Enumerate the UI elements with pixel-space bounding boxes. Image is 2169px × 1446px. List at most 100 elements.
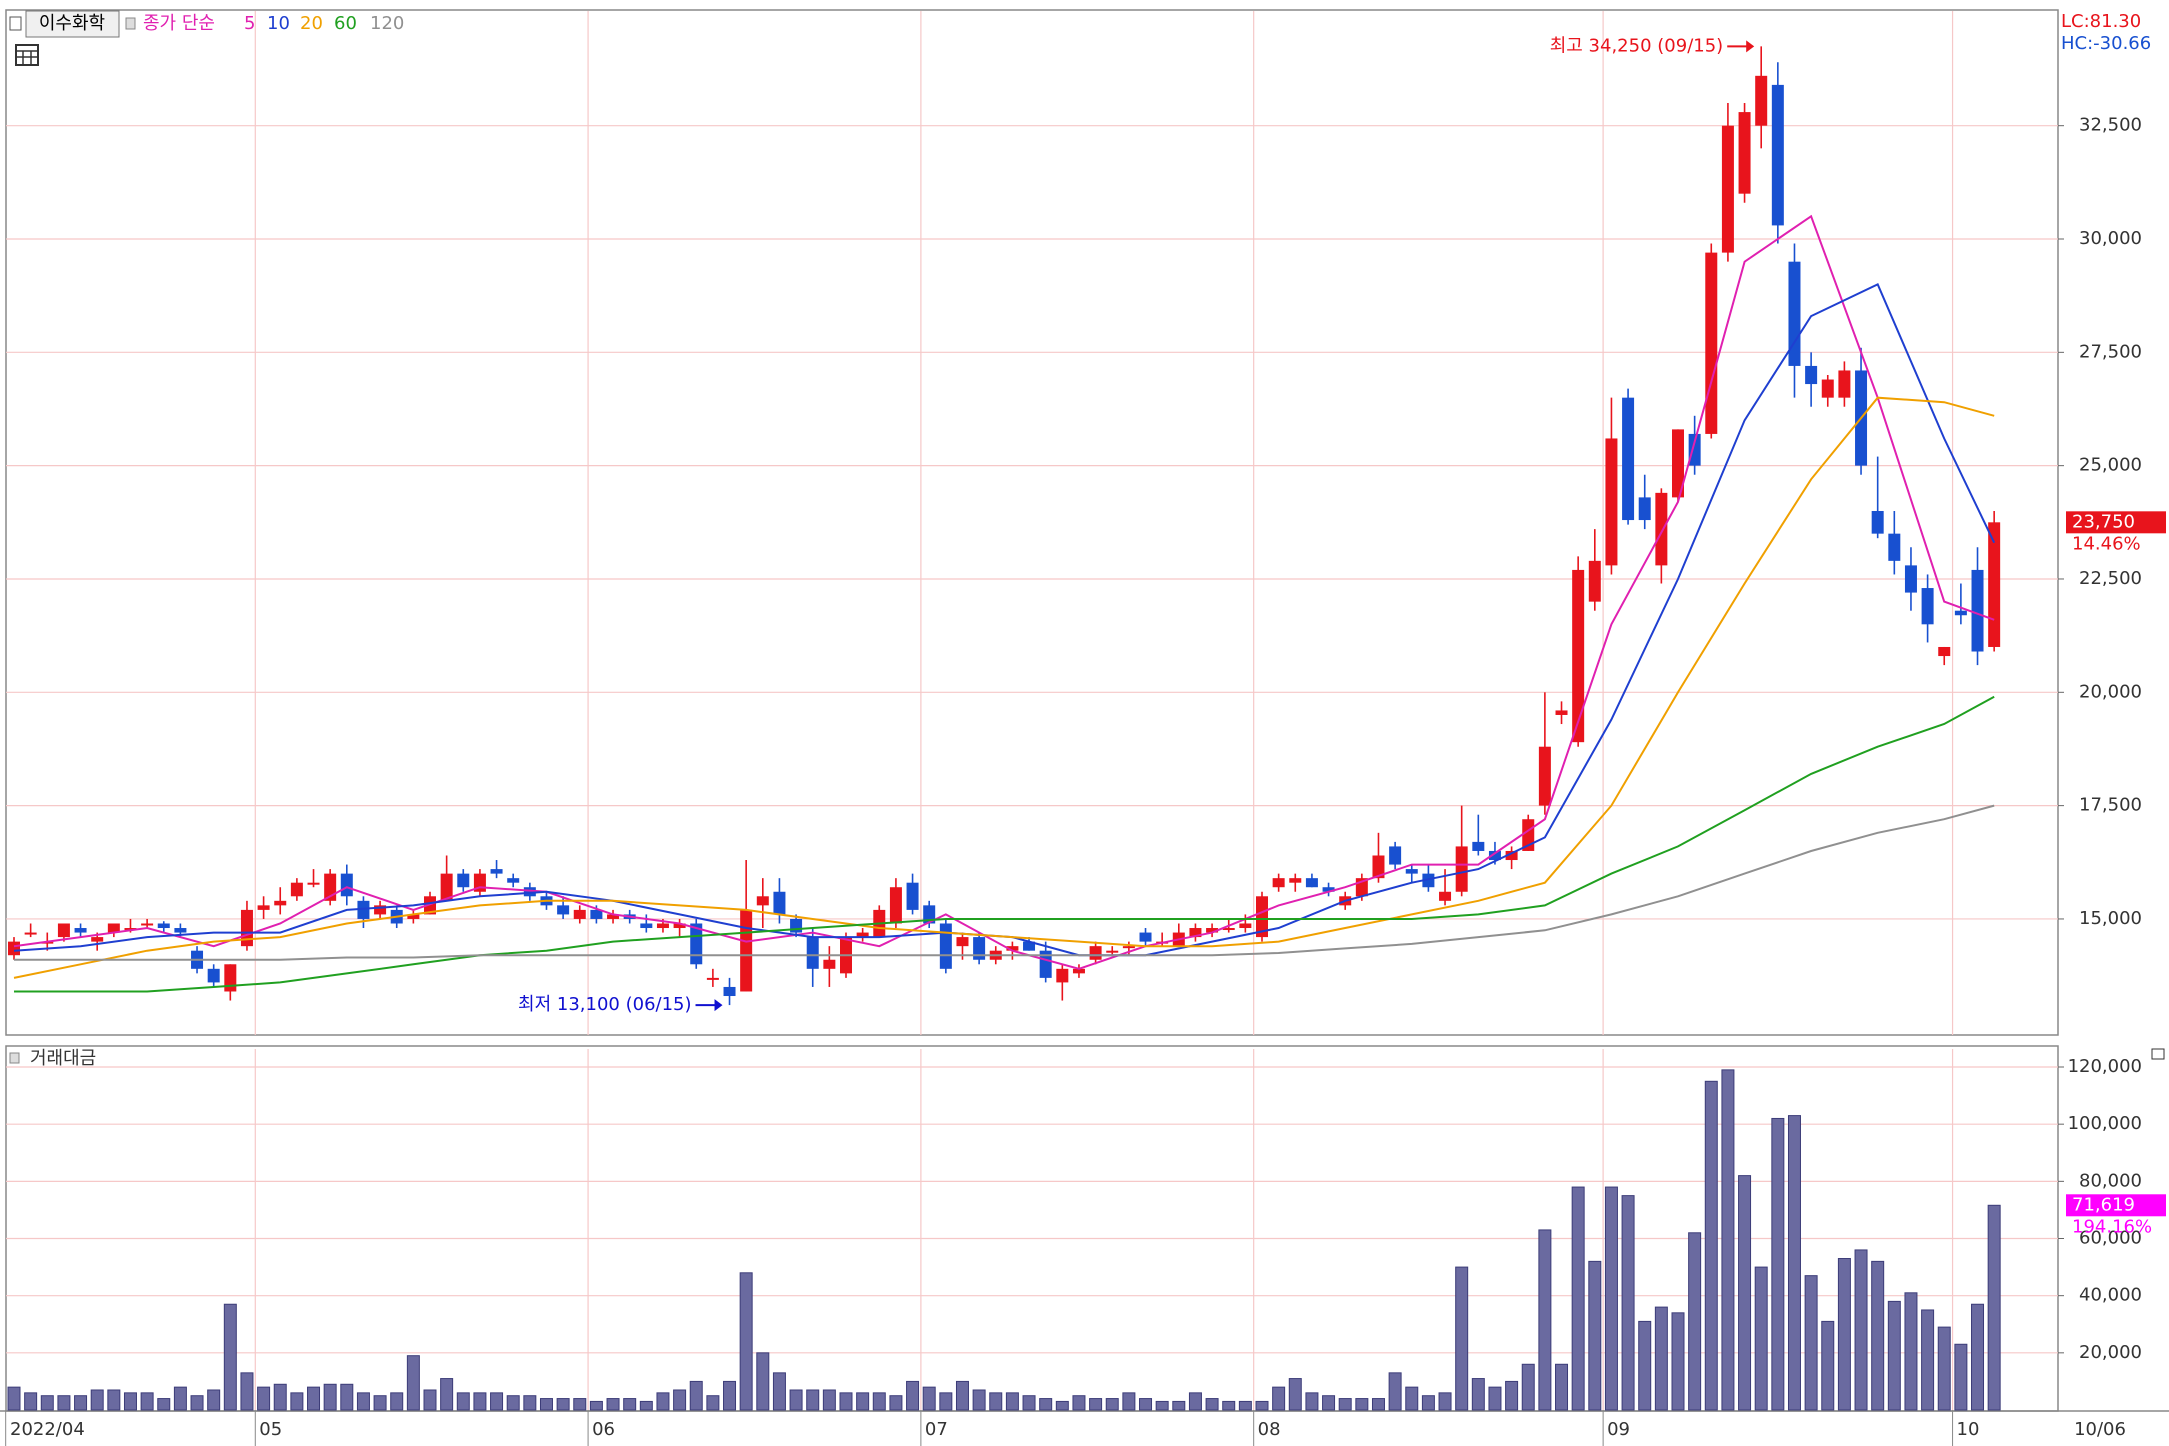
candle-body (1555, 710, 1568, 715)
ma-line (13, 396, 1995, 979)
volume-bar (323, 1383, 337, 1411)
y-tick-label: 32,500 (2079, 115, 2142, 136)
candle-body (457, 873, 470, 888)
legend-item: 5 (244, 13, 255, 34)
volume-bar (1455, 1266, 1469, 1411)
candle-body (1538, 746, 1551, 806)
y-tick-label: 17,500 (2079, 795, 2142, 816)
candle-body (490, 869, 503, 874)
y-tick-label: 60,000 (2079, 1228, 2142, 1249)
candle-body (24, 932, 37, 935)
candle-body (1239, 923, 1252, 929)
candle-body (257, 905, 270, 910)
volume-bar (290, 1392, 304, 1411)
volume-bar (1721, 1069, 1735, 1411)
volume-bar (1871, 1260, 1885, 1411)
candle-body (307, 882, 320, 885)
candle-body (939, 923, 952, 969)
candle-body (1755, 75, 1768, 126)
volume-bar (1704, 1080, 1718, 1411)
candle-body (440, 873, 453, 901)
calendar-frame[interactable] (15, 44, 39, 66)
volume-bar (1837, 1258, 1851, 1411)
candle-body (690, 923, 703, 965)
volume-bar (406, 1355, 420, 1411)
volume-bar (1471, 1378, 1485, 1411)
volume-bar (1921, 1309, 1935, 1411)
panel-close[interactable] (2151, 1048, 2165, 1060)
volume-bar (1355, 1398, 1369, 1411)
x-tick-label: 07 (925, 1419, 948, 1440)
volume-bar (1005, 1392, 1019, 1411)
y-tick-label: 120,000 (2068, 1056, 2142, 1077)
candle-body (1455, 846, 1468, 892)
annotation: 최고 34,250 (09/15) (1550, 35, 1723, 56)
volume-bar (739, 1272, 753, 1411)
volume-bar (589, 1400, 603, 1411)
y-tick-label: 27,500 (2079, 341, 2142, 362)
volume-bar (373, 1395, 387, 1411)
volume-bar (1887, 1300, 1901, 1411)
candle-body (1089, 946, 1102, 960)
volume-bar (972, 1389, 986, 1411)
volume-bar (789, 1389, 803, 1411)
candle-body (1389, 846, 1402, 865)
candle-body (557, 905, 570, 915)
candle-body (1572, 569, 1585, 743)
volume-bar (639, 1400, 653, 1411)
candle-body (1771, 84, 1784, 226)
y-tick-label: 15,000 (2079, 908, 2142, 929)
candle-body (1605, 438, 1618, 566)
volume-bar (1072, 1395, 1086, 1411)
volume-bar (1654, 1306, 1668, 1411)
candle-body (74, 928, 87, 933)
candle-body (274, 900, 287, 906)
candle-body (806, 937, 819, 969)
price-tag-label: 23,750 (2072, 511, 2135, 532)
legend-item: 20 (300, 13, 323, 34)
volume-bar (356, 1392, 370, 1411)
volume-bar (107, 1389, 121, 1411)
x-tick-label: 05 (259, 1419, 282, 1440)
volume-bar (173, 1386, 187, 1411)
volume-bar (157, 1398, 171, 1411)
calendar-grid[interactable] (16, 50, 38, 65)
candle-body (107, 923, 120, 933)
x-tick-label: 08 (1258, 1419, 1281, 1440)
candle-body (706, 977, 719, 980)
candle-body (1721, 125, 1734, 253)
volume-bar (390, 1392, 404, 1411)
volume-bar (806, 1389, 820, 1411)
volume-bar (123, 1392, 137, 1411)
legend-item: 10 (267, 13, 290, 34)
candle-body (407, 914, 420, 919)
volume-bar (1538, 1229, 1552, 1411)
candle-body (1422, 873, 1435, 888)
volume-bar (1738, 1175, 1752, 1411)
candle-body (374, 905, 387, 915)
candle-body (906, 882, 919, 910)
ma-line (13, 214, 1995, 970)
volume-bar (140, 1392, 154, 1411)
candle-body (573, 909, 586, 919)
calendar-icon[interactable] (15, 44, 39, 66)
volume-bar (839, 1392, 853, 1411)
stock-button[interactable] (25, 10, 120, 38)
last-date: 10/06 (2074, 1419, 2126, 1440)
candle-body (1738, 112, 1751, 194)
y-tick-label: 20,000 (2079, 681, 2142, 702)
candle-body (1056, 968, 1069, 983)
y-tick-label: 22,500 (2079, 568, 2142, 589)
candle-body (773, 891, 786, 915)
volume-bar (1172, 1400, 1186, 1411)
volume-bar (40, 1395, 54, 1411)
menu-icon[interactable] (9, 16, 22, 31)
y-tick-label: 25,000 (2079, 455, 2142, 476)
candle-body (523, 887, 536, 897)
volume-bar (889, 1395, 903, 1411)
volume-bar (1371, 1398, 1385, 1411)
candle-body (1805, 365, 1818, 385)
volume-bar (1305, 1392, 1319, 1411)
candle-body (1372, 855, 1385, 879)
x-tick-label: 10 (1957, 1419, 1980, 1440)
